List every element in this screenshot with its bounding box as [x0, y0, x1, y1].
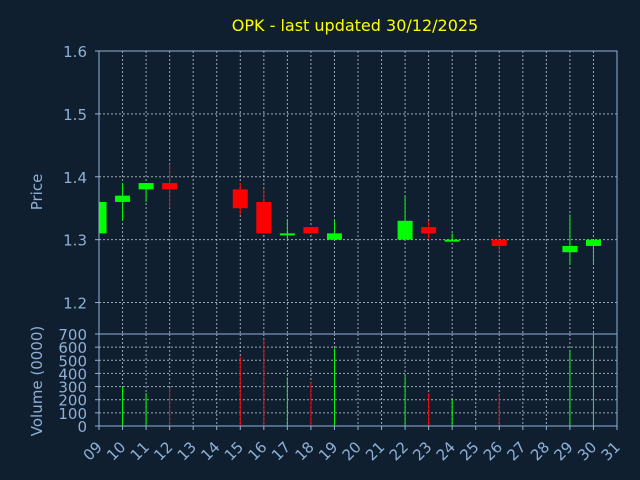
day-tick-label: 11 [127, 438, 153, 464]
price-tick-label: 1.3 [63, 232, 87, 250]
price-panel: 1.2 1.3 1.4 1.5 1.6 [63, 43, 618, 335]
day-tick-label: 18 [292, 438, 318, 464]
candle-body [491, 239, 507, 246]
volume-tick-label: 400 [58, 365, 87, 383]
candle-body [162, 183, 178, 190]
candle-body [444, 239, 460, 242]
day-tick-label: 12 [150, 438, 176, 464]
day-tick-label: 21 [362, 438, 388, 464]
candle-body [421, 227, 437, 234]
day-tick-label: 27 [503, 438, 529, 464]
day-tick-label: 30 [574, 438, 600, 464]
candle-body [115, 195, 131, 202]
day-tick-label: 13 [174, 438, 200, 464]
candle-body [397, 220, 413, 240]
price-tick-label: 1.2 [63, 295, 87, 313]
volume-tick-label: 500 [58, 352, 87, 370]
volume-tick-label: 200 [58, 392, 87, 410]
day-tick-label: 31 [598, 438, 624, 464]
chart-title: OPK - last updated 30/12/2025 [232, 16, 478, 35]
price-axis-label: Price [28, 174, 46, 211]
day-tick-label: 15 [221, 438, 247, 464]
candle-body [256, 201, 272, 234]
day-tick-label: 23 [409, 438, 435, 464]
day-tick-label: 22 [386, 438, 412, 464]
candle-body [562, 245, 578, 253]
day-tick-label: 09 [80, 438, 106, 464]
day-tick-label: 29 [551, 438, 577, 464]
volume-tick-label: 0 [77, 418, 87, 436]
day-tick-label: 24 [433, 438, 459, 464]
price-tick-label: 1.6 [63, 43, 87, 61]
day-tick-label: 17 [268, 438, 294, 464]
day-tick-label: 25 [456, 438, 482, 464]
price-tick-label: 1.5 [63, 106, 87, 124]
volume-axis-label: Volume (0000) [28, 326, 46, 436]
candle-body [232, 189, 248, 209]
day-axis: 0910111213141516171819202122232425262728… [80, 426, 624, 464]
volume-tick-label: 100 [58, 405, 87, 423]
day-tick-label: 26 [480, 438, 506, 464]
volume-tick-label: 700 [58, 326, 87, 344]
day-tick-label: 10 [103, 438, 129, 464]
candle-body [303, 227, 319, 234]
candle-body [585, 239, 601, 246]
candle-body [99, 201, 107, 234]
volume-tick-label: 300 [58, 379, 87, 397]
day-tick-label: 16 [244, 438, 270, 464]
candle-body [279, 233, 295, 236]
day-tick-label: 14 [197, 438, 223, 464]
day-axis-label: Day [333, 458, 363, 476]
candle-body [326, 233, 342, 240]
candle-body [138, 183, 154, 190]
price-tick-label: 1.4 [63, 169, 87, 187]
volume-tick-label: 600 [58, 339, 87, 357]
day-tick-label: 28 [527, 438, 553, 464]
